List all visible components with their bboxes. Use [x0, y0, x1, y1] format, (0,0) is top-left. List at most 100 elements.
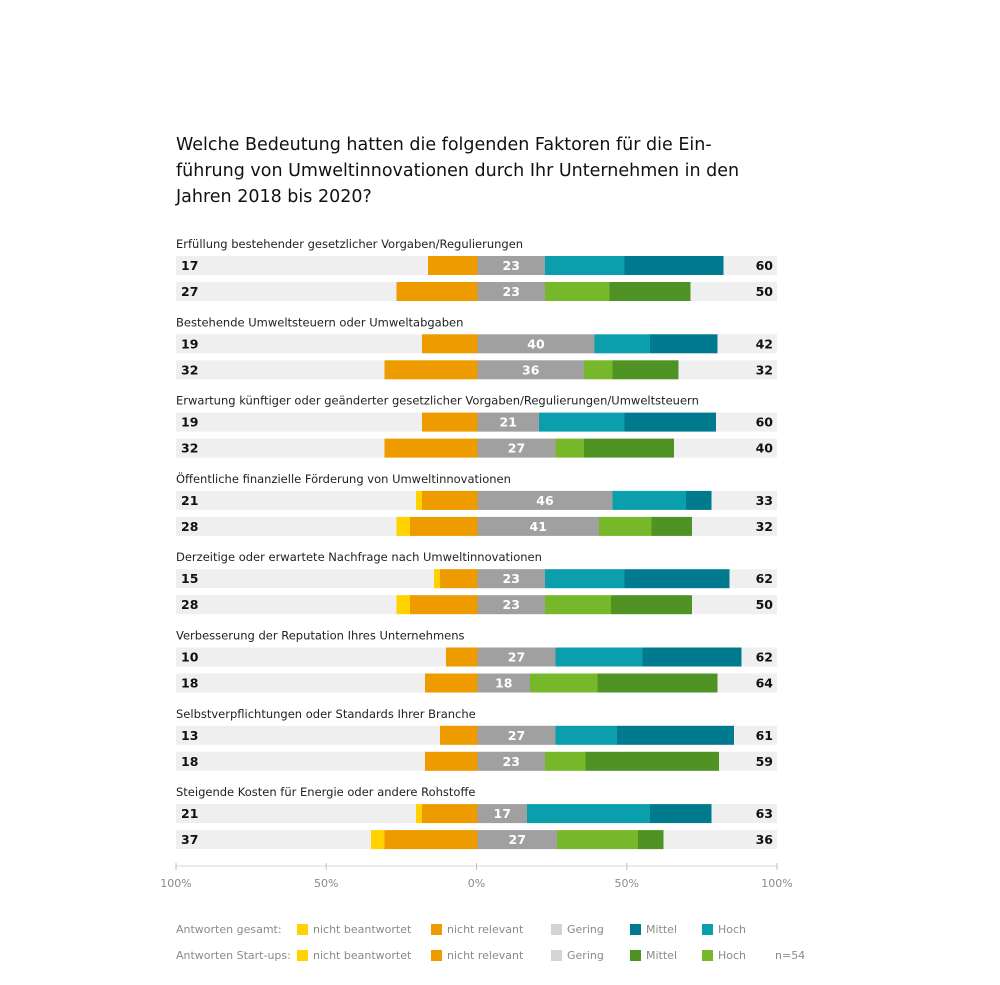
- chart-title-line-2: führung von Umweltinnovationen durch Ihr…: [176, 161, 739, 181]
- relevant-total-label: 63: [756, 806, 773, 821]
- gering-value-label: 40: [527, 336, 545, 351]
- bar-segment-mittel: [599, 516, 652, 536]
- bar-segment-nicht-relevant: [440, 725, 478, 745]
- bar-segment-gering: [477, 569, 545, 589]
- bar-segment-gering: [477, 438, 556, 458]
- bar-segment-nicht-beantwortet: [396, 595, 410, 615]
- axis-tick-label: 100%: [761, 877, 792, 890]
- relevant-total-label: 50: [756, 597, 774, 612]
- bar-segment-hoch: [651, 516, 692, 536]
- bar-segment-gering: [477, 830, 557, 850]
- bar-segment-nicht-relevant: [422, 412, 478, 432]
- legend-swatch: [702, 950, 713, 961]
- category-label: Derzeitige oder erwartete Nachfrage nach…: [176, 550, 542, 564]
- bar-segment-hoch: [650, 334, 718, 354]
- gering-value-label: 27: [508, 728, 525, 743]
- legend-swatch: [551, 950, 562, 961]
- legend-item-label: nicht beantwortet: [313, 949, 412, 962]
- axis-tick-label: 100%: [160, 877, 191, 890]
- gering-value-label: 46: [536, 493, 554, 508]
- chart-title-line-1: Welche Bedeutung hatten die folgenden Fa…: [176, 135, 712, 155]
- legend-item-label: Mittel: [646, 949, 677, 962]
- bar-segment-nicht-relevant: [422, 334, 478, 354]
- bar-segment-mittel: [527, 804, 650, 824]
- bar-segment-gering: [477, 647, 556, 667]
- legend: Antworten gesamt: nicht beantwortet nicht …: [176, 923, 746, 962]
- bar-segment-gering: [477, 360, 584, 380]
- nicht-relevant-total-label: 32: [181, 362, 198, 377]
- gering-value-label: 23: [503, 754, 520, 769]
- bar-segment-nicht-relevant: [384, 438, 478, 458]
- bar-segment-mittel: [555, 725, 617, 745]
- bar-segment-nicht-relevant: [422, 490, 478, 510]
- bar-segment-gering: [477, 256, 545, 275]
- factor-group-3: Erwartung künftiger oder geänderter gese…: [176, 394, 777, 458]
- relevant-total-label: 50: [756, 284, 774, 299]
- bar-row-startups: 36 32 32: [176, 360, 777, 380]
- bar-segment-hoch: [612, 360, 679, 380]
- bar-segment-hoch: [638, 830, 664, 850]
- bar-segment-mittel: [545, 256, 625, 275]
- relevant-total-label: 62: [756, 571, 773, 586]
- nicht-relevant-total-label: 13: [181, 728, 198, 743]
- bar-row-gesamt: 23 17 60: [176, 256, 777, 275]
- legend-swatch: [431, 950, 442, 961]
- bar-segment-mittel: [545, 569, 625, 589]
- legend-item-label: Gering: [567, 923, 604, 936]
- bar-segment-nicht-relevant: [384, 830, 478, 850]
- bar-segment-mittel: [555, 438, 584, 458]
- bar-row-startups: 23 18 59: [176, 751, 777, 771]
- bar-segment-nicht-relevant: [428, 256, 478, 275]
- bar-segment-gering: [477, 282, 545, 301]
- relevant-total-label: 62: [756, 650, 773, 665]
- axis-tick-label: 0%: [468, 877, 485, 890]
- factor-group-5: Derzeitige oder erwartete Nachfrage nach…: [176, 550, 777, 615]
- bar-row-gesamt: 46 21 33: [176, 490, 777, 510]
- gering-value-label: 23: [503, 284, 520, 299]
- bar-row-startups: 27 37 36: [176, 830, 777, 850]
- bar-segment-hoch: [624, 412, 716, 432]
- nicht-relevant-total-label: 21: [181, 806, 198, 821]
- sample-size-note: n=54: [775, 949, 805, 962]
- legend-item-label: nicht relevant: [447, 949, 524, 962]
- bar-segment-mittel: [545, 751, 586, 771]
- factor-group-1: Erfüllung bestehender gesetzlicher Vorga…: [176, 237, 777, 301]
- nicht-relevant-total-label: 21: [181, 493, 198, 508]
- bar-row-gesamt: 21 19 60: [176, 412, 777, 432]
- bar-row-gesamt: 27 13 61: [176, 725, 777, 745]
- legend-swatch: [630, 924, 641, 935]
- legend-swatch: [630, 950, 641, 961]
- gering-value-label: 23: [503, 571, 520, 586]
- relevant-total-label: 60: [756, 258, 774, 273]
- bar-segment-hoch: [686, 490, 712, 510]
- nicht-relevant-total-label: 18: [181, 676, 198, 691]
- bar-segment-nicht-beantwortet: [434, 569, 440, 589]
- nicht-relevant-total-label: 10: [181, 650, 199, 665]
- nicht-relevant-total-label: 28: [181, 519, 198, 534]
- gering-value-label: 18: [495, 676, 512, 691]
- bar-segment-gering: [477, 751, 545, 771]
- factor-group-2: Bestehende Umweltsteuern oder Umweltabga…: [176, 315, 777, 380]
- bar-segment-nicht-relevant: [410, 595, 478, 615]
- gering-value-label: 36: [522, 362, 540, 377]
- bar-segment-gering: [477, 673, 530, 693]
- category-label: Steigende Kosten für Energie oder andere…: [176, 785, 475, 799]
- nicht-relevant-total-label: 19: [181, 415, 198, 430]
- category-label: Erfüllung bestehender gesetzlicher Vorga…: [176, 237, 523, 251]
- bar-segment-nicht-beantwortet: [371, 830, 385, 850]
- gering-value-label: 23: [503, 258, 520, 273]
- bar-row-gesamt: 27 10 62: [176, 647, 777, 667]
- bar-segment-nicht-relevant: [410, 516, 478, 536]
- axis-tick-label: 50%: [314, 877, 338, 890]
- x-axis: 100% 50% 0% 50% 100%: [160, 863, 793, 890]
- bar-segment-gering: [477, 334, 595, 354]
- bar-segment-nicht-relevant: [422, 804, 478, 824]
- legend-swatch: [297, 950, 308, 961]
- bar-row-startups: 23 27 50: [176, 282, 777, 301]
- nicht-relevant-total-label: 27: [181, 284, 198, 299]
- category-label: Bestehende Umweltsteuern oder Umweltabga…: [176, 315, 463, 329]
- legend-row-label: Antworten Start-ups:: [176, 949, 291, 962]
- nicht-relevant-total-label: 32: [181, 441, 198, 456]
- bar-segment-nicht-relevant: [425, 751, 478, 771]
